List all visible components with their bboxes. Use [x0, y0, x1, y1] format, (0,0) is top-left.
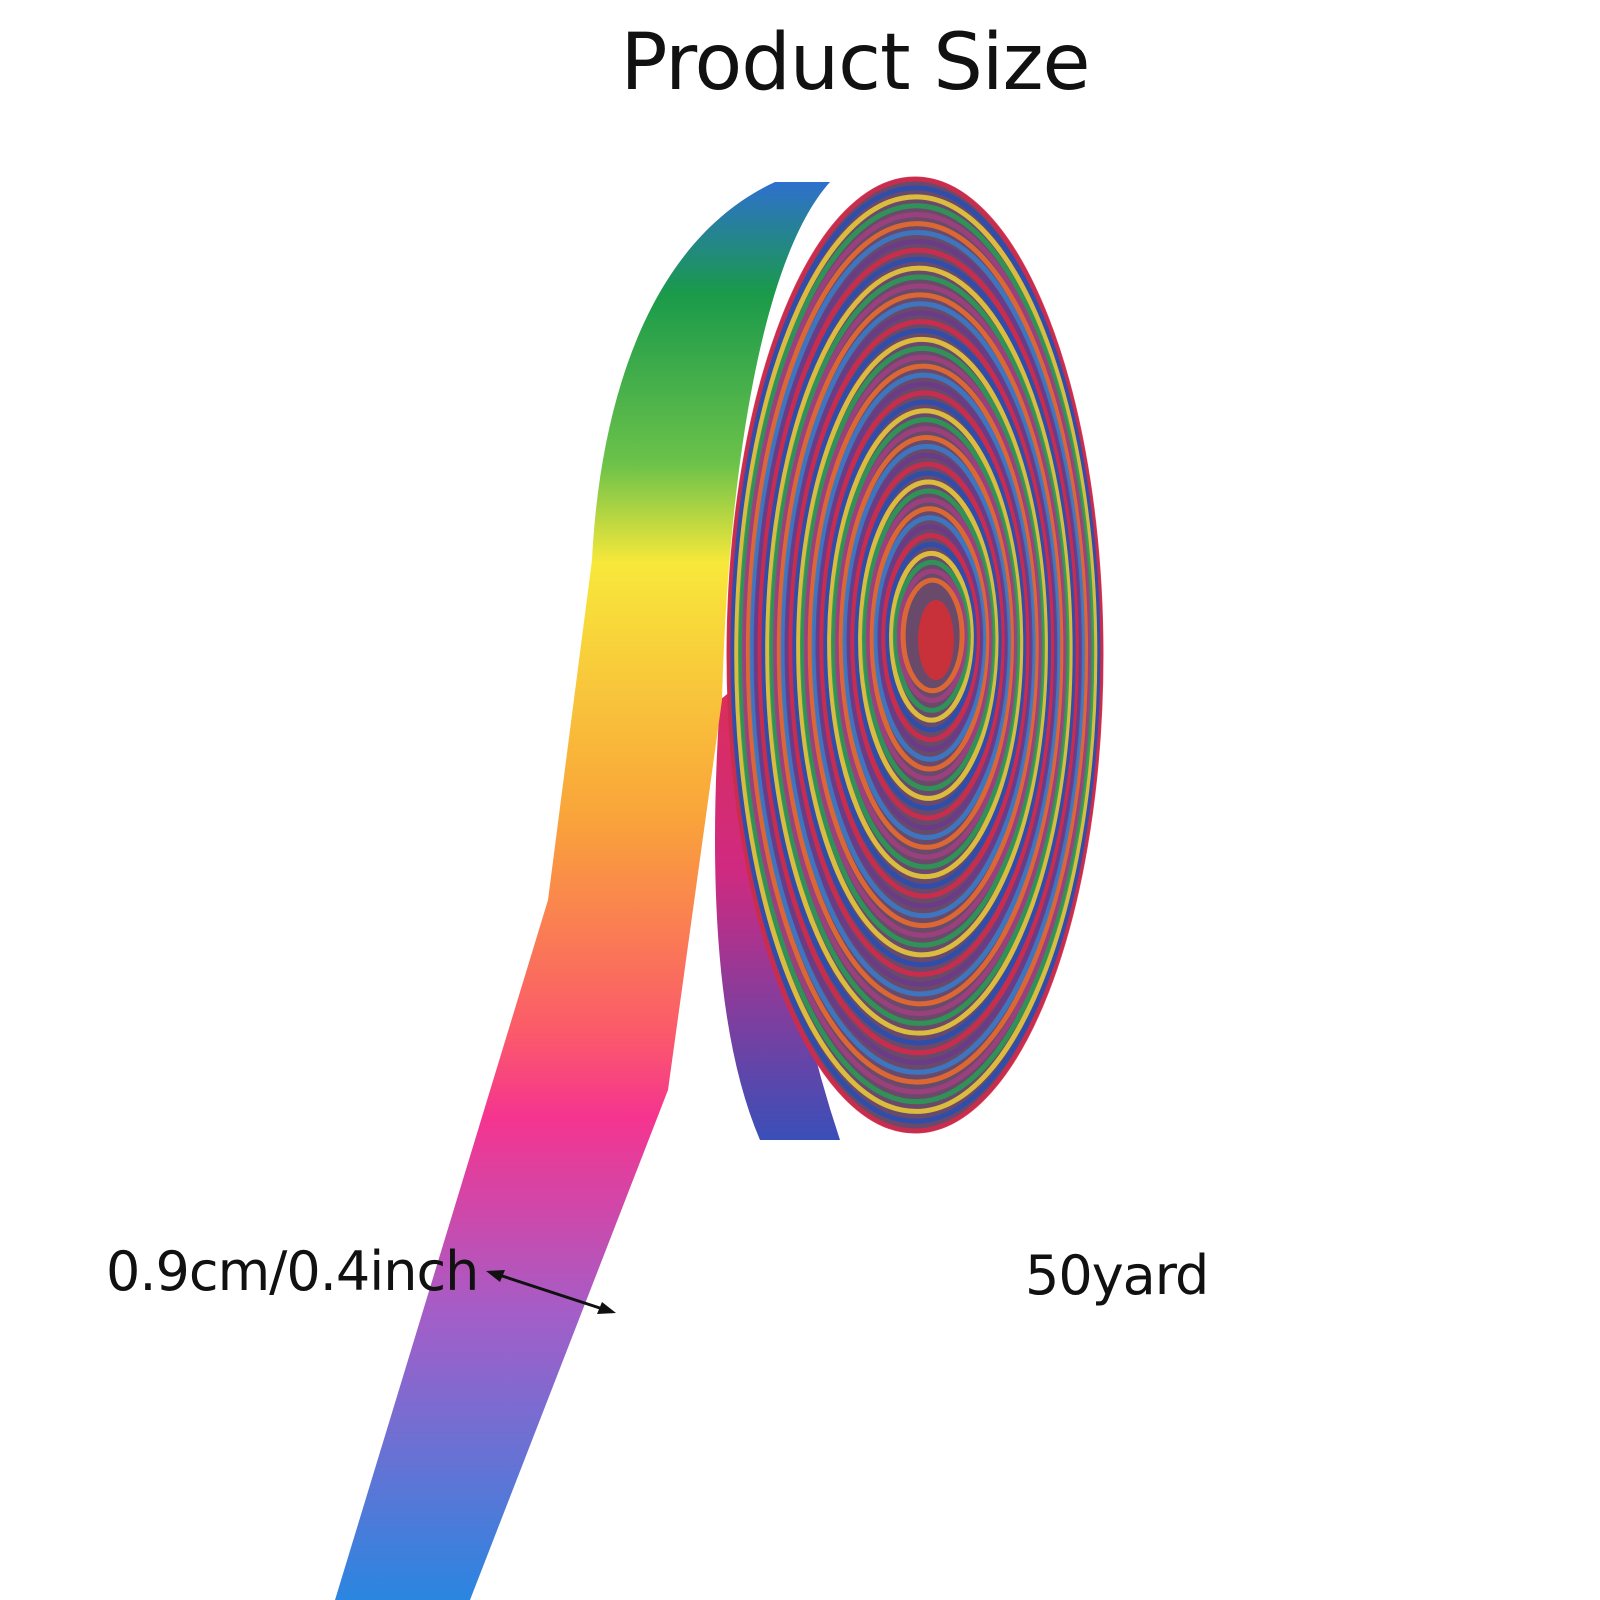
- roll-ring: [772, 283, 1067, 1017]
- roll-face: [726, 176, 1104, 1134]
- roll-ring: [803, 354, 1042, 938]
- roll-ring: [861, 488, 996, 792]
- arrow-head-left: [486, 1270, 505, 1282]
- roll-ring: [807, 363, 1039, 929]
- roll-ring: [792, 328, 1052, 968]
- roll-ring: [854, 470, 1002, 811]
- roll-ring: [734, 194, 1098, 1114]
- roll-ring: [753, 238, 1082, 1066]
- roll-ring: [757, 247, 1079, 1056]
- roll-ring: [881, 533, 981, 743]
- roll-ring: [850, 461, 1005, 821]
- arrow-head-right: [597, 1302, 616, 1314]
- roll-ring: [865, 497, 993, 782]
- roll-ring: [900, 577, 965, 694]
- roll-ring: [741, 212, 1092, 1095]
- roll-ring: [873, 515, 987, 762]
- roll-ring: [788, 319, 1055, 977]
- roll-ring: [877, 524, 984, 752]
- roll-ring: [892, 559, 971, 713]
- roll-ring: [784, 310, 1058, 987]
- roll-ring: [889, 550, 974, 723]
- roll-ring: [738, 203, 1095, 1105]
- roll-ring: [885, 541, 977, 733]
- roll-ring: [780, 301, 1061, 997]
- width-label: 0.9cm/0.4inch: [106, 1240, 479, 1303]
- roll-ring: [749, 229, 1085, 1075]
- roll-ring: [726, 176, 1104, 1134]
- roll-ring: [834, 426, 1018, 860]
- roll-ring: [858, 479, 999, 801]
- ribbon-tail: [335, 182, 830, 1600]
- roll-ring: [896, 568, 968, 704]
- roll-ring: [765, 265, 1073, 1036]
- roll-ring: [869, 506, 990, 772]
- roll-ring: [761, 256, 1076, 1046]
- roll-ring: [769, 274, 1070, 1026]
- roll-ring: [730, 185, 1101, 1124]
- length-label: 50yard: [1025, 1244, 1209, 1307]
- roll-ring: [745, 221, 1089, 1085]
- roll-ring: [838, 434, 1014, 850]
- roll-ring: [827, 408, 1024, 880]
- roll-ring: [796, 336, 1048, 958]
- roll-core: [918, 600, 954, 680]
- roll-ring: [842, 443, 1011, 841]
- roll-ring: [819, 390, 1030, 899]
- width-arrow: [489, 1270, 613, 1314]
- page-title: Product Size: [620, 18, 1090, 108]
- roll-ring: [815, 381, 1033, 909]
- roll-ring: [830, 417, 1021, 870]
- roll-ring: [800, 345, 1045, 948]
- roll-ring: [776, 292, 1064, 1007]
- roll-ring: [811, 372, 1036, 919]
- roll-ring: [823, 399, 1027, 889]
- roll-ring: [846, 452, 1008, 831]
